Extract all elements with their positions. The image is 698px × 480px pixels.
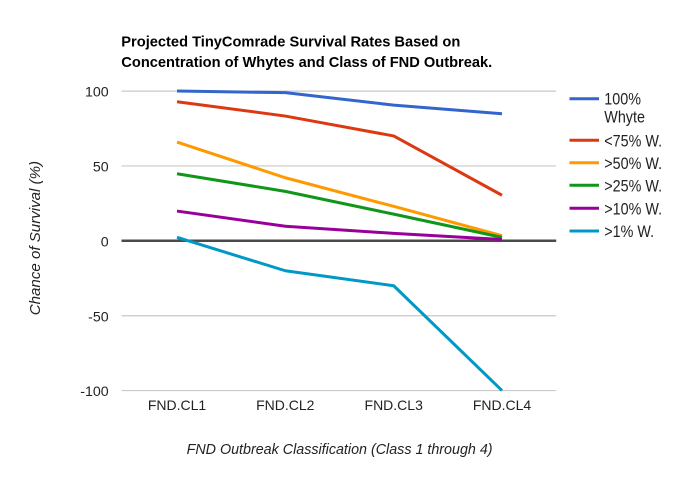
svg-text:0: 0 — [101, 234, 109, 250]
svg-text:FND Outbreak Classification (C: FND Outbreak Classification (Class 1 thr… — [187, 442, 493, 458]
svg-text:100: 100 — [85, 85, 109, 101]
svg-text:FND.CL1: FND.CL1 — [148, 397, 207, 413]
svg-text:100%: 100% — [604, 91, 641, 109]
svg-text:Projected TinyComrade Survival: Projected TinyComrade Survival Rates Bas… — [121, 35, 460, 51]
svg-text:FND.CL2: FND.CL2 — [256, 397, 315, 413]
svg-text:Whyte: Whyte — [604, 109, 645, 127]
svg-text:50: 50 — [93, 160, 109, 176]
svg-text:-50: -50 — [88, 309, 109, 325]
svg-text:<75% W.: <75% W. — [604, 133, 662, 151]
svg-text:>10% W.: >10% W. — [604, 201, 662, 219]
svg-text:>1% W.: >1% W. — [604, 223, 654, 241]
svg-text:>50% W.: >50% W. — [604, 155, 662, 173]
svg-text:Concentration of Whytes and Cl: Concentration of Whytes and Class of FND… — [121, 55, 492, 71]
svg-text:-100: -100 — [80, 384, 109, 400]
svg-text:FND.CL4: FND.CL4 — [473, 397, 532, 413]
svg-text:Chance of Survival (%): Chance of Survival (%) — [27, 161, 44, 315]
svg-text:>25% W.: >25% W. — [604, 178, 662, 196]
svg-text:FND.CL3: FND.CL3 — [365, 397, 424, 413]
